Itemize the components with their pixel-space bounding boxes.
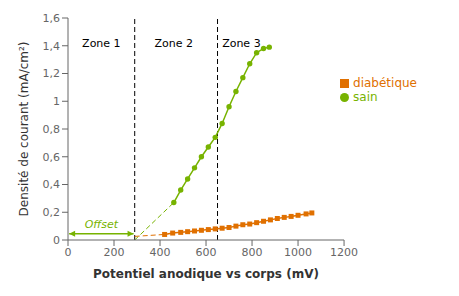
svg-text:Zone 3: Zone 3 <box>222 37 261 50</box>
svg-text:0,8: 0,8 <box>43 123 61 136</box>
svg-text:800: 800 <box>242 246 263 259</box>
svg-text:Offset: Offset <box>85 218 119 231</box>
svg-text:1000: 1000 <box>284 246 312 259</box>
svg-text:Potentiel anodique vs corps (m: Potentiel anodique vs corps (mV) <box>93 267 319 281</box>
svg-text:600: 600 <box>196 246 217 259</box>
svg-text:400: 400 <box>150 246 171 259</box>
html-text:diabétique: diabétique <box>353 76 417 90</box>
html-text:sain: sain <box>353 90 378 104</box>
svg-text:1: 1 <box>53 95 60 108</box>
svg-text:1,2: 1,2 <box>43 67 61 80</box>
svg-text:0,4: 0,4 <box>43 178 61 191</box>
svg-text:Zone 1: Zone 1 <box>82 37 121 50</box>
svg-text:200: 200 <box>104 246 125 259</box>
svg-text:1,4: 1,4 <box>43 40 61 53</box>
svg-text:Zone 2: Zone 2 <box>155 37 194 50</box>
svg-text:0,6: 0,6 <box>43 151 61 164</box>
svg-text:Densité de courant (mA/cm²): Densité de courant (mA/cm²) <box>17 42 31 217</box>
svg-text:1200: 1200 <box>330 246 358 259</box>
svg-text:0: 0 <box>65 246 72 259</box>
svg-text:0: 0 <box>53 234 60 247</box>
svg-text:1,6: 1,6 <box>43 12 61 25</box>
svg-text:0,2: 0,2 <box>43 206 61 219</box>
